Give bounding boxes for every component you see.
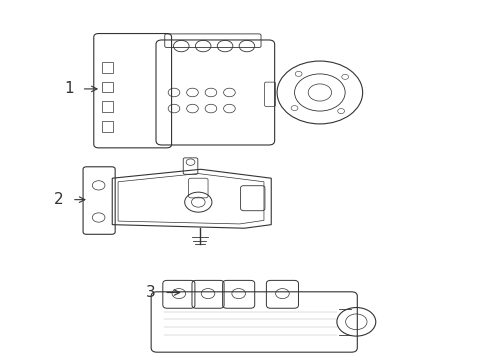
Bar: [102, 82, 113, 93]
Bar: [102, 102, 113, 112]
Text: 2: 2: [54, 192, 63, 207]
Bar: [102, 62, 113, 73]
Text: 1: 1: [64, 81, 74, 96]
Bar: [102, 121, 113, 132]
Text: 3: 3: [146, 285, 156, 300]
